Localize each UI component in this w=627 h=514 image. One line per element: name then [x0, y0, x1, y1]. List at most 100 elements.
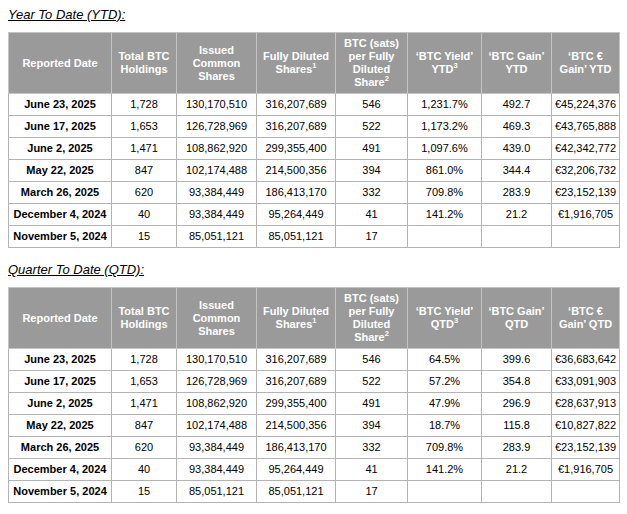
value-cell: 85,051,121 [257, 226, 336, 248]
value-cell: 344.4 [482, 160, 552, 182]
qtd-table-body: June 23, 20251,728130,170,510316,207,689… [9, 349, 620, 503]
value-cell: 847 [112, 415, 177, 437]
column-header: Issued Common Shares [177, 288, 257, 349]
value-cell: €45,224,376 [552, 94, 620, 116]
value-cell: 296.9 [482, 393, 552, 415]
value-cell: €33,091,903 [552, 371, 620, 393]
value-cell: 847 [112, 160, 177, 182]
value-cell: 1,653 [112, 116, 177, 138]
value-cell: 1,728 [112, 349, 177, 371]
header-row: Reported DateTotal BTC HoldingsIssued Co… [9, 33, 620, 94]
section-title-qtd: Quarter To Date (QTD): [8, 261, 619, 278]
table-row: June 2, 20251,471108,862,920299,355,4004… [9, 138, 620, 160]
value-cell: 85,051,121 [177, 226, 257, 248]
value-cell: 130,170,510 [177, 349, 257, 371]
value-cell: 1,471 [112, 138, 177, 160]
value-cell: 18.7% [408, 415, 482, 437]
value-cell: 316,207,689 [257, 349, 336, 371]
ytd-table: Reported DateTotal BTC HoldingsIssued Co… [8, 32, 620, 248]
date-cell: December 4, 2024 [9, 204, 112, 226]
value-cell: 332 [336, 182, 408, 204]
table-row: May 22, 2025847102,174,488214,500,356394… [9, 160, 620, 182]
date-cell: June 23, 2025 [9, 349, 112, 371]
table-row: June 23, 20251,728130,170,510316,207,689… [9, 94, 620, 116]
value-cell: 141.2% [408, 204, 482, 226]
value-cell: 394 [336, 160, 408, 182]
value-cell: 57.2% [408, 371, 482, 393]
value-cell: 214,500,356 [257, 160, 336, 182]
value-cell: €23,152,139 [552, 182, 620, 204]
value-cell: €43,765,888 [552, 116, 620, 138]
value-cell: 491 [336, 393, 408, 415]
value-cell: 108,862,920 [177, 138, 257, 160]
footnote-marker: 3 [453, 61, 457, 70]
value-cell: 85,051,121 [177, 481, 257, 503]
value-cell: 93,384,449 [177, 459, 257, 481]
value-cell: 491 [336, 138, 408, 160]
ytd-section: Year To Date (YTD): Reported DateTotal B… [8, 6, 619, 248]
value-cell [552, 226, 620, 248]
value-cell: €42,342,772 [552, 138, 620, 160]
value-cell: 394 [336, 415, 408, 437]
value-cell: 17 [336, 226, 408, 248]
footnote-marker: 2 [385, 329, 389, 338]
value-cell: 299,355,400 [257, 393, 336, 415]
table-row: June 17, 20251,653126,728,969316,207,689… [9, 371, 620, 393]
value-cell: 1,097.6% [408, 138, 482, 160]
column-header: Reported Date [9, 288, 112, 349]
value-cell: 130,170,510 [177, 94, 257, 116]
qtd-table-header: Reported DateTotal BTC HoldingsIssued Co… [9, 288, 620, 349]
table-row: June 23, 20251,728130,170,510316,207,689… [9, 349, 620, 371]
value-cell: 709.8% [408, 437, 482, 459]
value-cell: 709.8% [408, 182, 482, 204]
value-cell: 126,728,969 [177, 371, 257, 393]
value-cell: 1,471 [112, 393, 177, 415]
date-cell: June 2, 2025 [9, 138, 112, 160]
value-cell: €1,916,705 [552, 204, 620, 226]
ytd-table-header: Reported DateTotal BTC HoldingsIssued Co… [9, 33, 620, 94]
value-cell: 126,728,969 [177, 116, 257, 138]
table-row: June 17, 20251,653126,728,969316,207,689… [9, 116, 620, 138]
column-header: Total BTC Holdings [112, 33, 177, 94]
table-row: March 26, 202562093,384,449186,413,17033… [9, 437, 620, 459]
table-row: May 22, 2025847102,174,488214,500,356394… [9, 415, 620, 437]
value-cell: 186,413,170 [257, 182, 336, 204]
qtd-section: Quarter To Date (QTD): Reported DateTota… [8, 261, 619, 503]
date-cell: June 23, 2025 [9, 94, 112, 116]
date-cell: June 17, 2025 [9, 371, 112, 393]
footnote-marker: 3 [454, 316, 458, 325]
value-cell: 17 [336, 481, 408, 503]
value-cell: 47.9% [408, 393, 482, 415]
date-cell: December 4, 2024 [9, 459, 112, 481]
value-cell [482, 226, 552, 248]
column-header: ‘BTC € Gain’ QTD [552, 288, 620, 349]
value-cell: 64.5% [408, 349, 482, 371]
column-header: ‘BTC Gain’ YTD [482, 33, 552, 94]
column-header: ‘BTC Yield’ QTD3 [408, 288, 482, 349]
page: Year To Date (YTD): Reported DateTotal B… [0, 0, 627, 503]
value-cell: €28,637,913 [552, 393, 620, 415]
value-cell: 95,264,449 [257, 204, 336, 226]
value-cell: 115.8 [482, 415, 552, 437]
column-header: Total BTC Holdings [112, 288, 177, 349]
value-cell: 492.7 [482, 94, 552, 116]
value-cell: 93,384,449 [177, 182, 257, 204]
date-cell: May 22, 2025 [9, 160, 112, 182]
header-row: Reported DateTotal BTC HoldingsIssued Co… [9, 288, 620, 349]
qtd-table: Reported DateTotal BTC HoldingsIssued Co… [8, 287, 620, 503]
value-cell: 439.0 [482, 138, 552, 160]
column-header: ‘BTC Yield’ YTD3 [408, 33, 482, 94]
section-title-ytd: Year To Date (YTD): [8, 6, 619, 23]
value-cell: €36,683,642 [552, 349, 620, 371]
value-cell: 283.9 [482, 437, 552, 459]
value-cell: 21.2 [482, 204, 552, 226]
value-cell: 1,231.7% [408, 94, 482, 116]
footnote-marker: 1 [312, 316, 316, 325]
value-cell: 316,207,689 [257, 116, 336, 138]
value-cell: 93,384,449 [177, 437, 257, 459]
date-cell: May 22, 2025 [9, 415, 112, 437]
value-cell: 399.6 [482, 349, 552, 371]
table-row: December 4, 20244093,384,44995,264,44941… [9, 204, 620, 226]
column-header: BTC (sats) per Fully Diluted Share2 [336, 33, 408, 94]
column-header: Issued Common Shares [177, 33, 257, 94]
